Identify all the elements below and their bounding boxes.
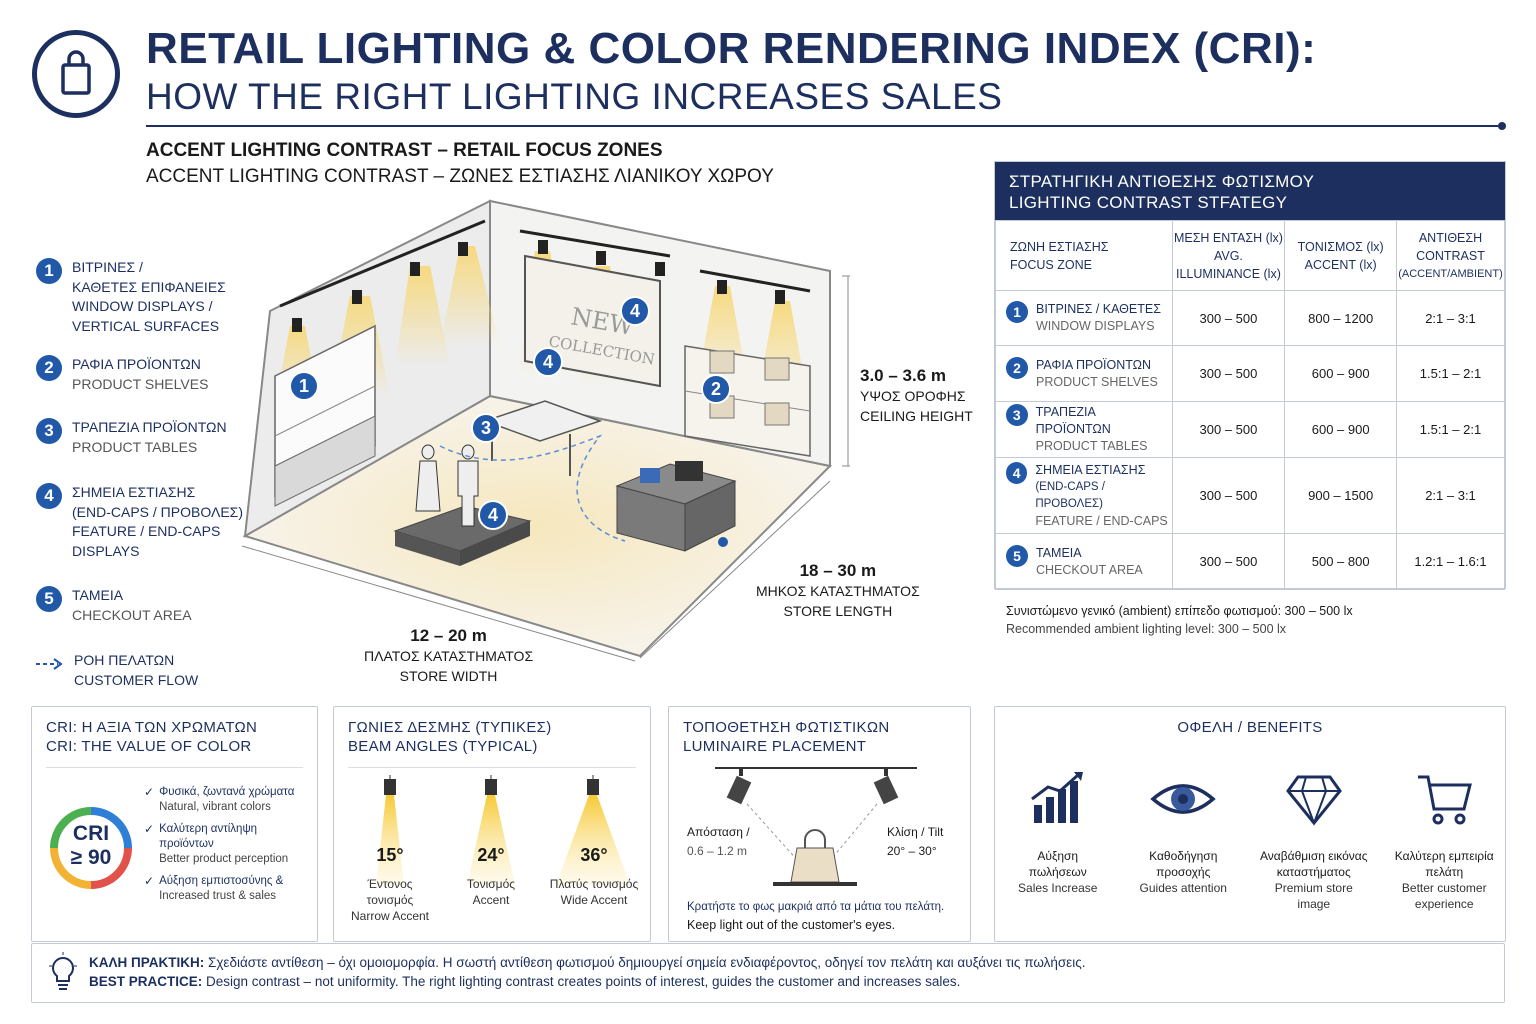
store-marker-2: 2 — [711, 379, 721, 399]
legend-item-3: 3 ΤΡΑΠΕΖΙΑ ΠΡΟΪΟΝΤΩΝ PRODUCT TABLES — [36, 418, 227, 457]
legend-item-2: 2 ΡΑΦΙΑ ΠΡΟΪΟΝΤΩΝ PRODUCT SHELVES — [36, 355, 208, 394]
cri-ring — [50, 807, 132, 889]
cri-badge-value: ≥ 90 — [70, 846, 112, 869]
beam-narrow: 15° Έντονος τονισμός Narrow Accent — [350, 845, 430, 923]
marker-1: 1 — [36, 258, 62, 284]
length-dimension: 18 – 30 m ΜΗΚΟΣ ΚΑΤΑΣΤΗΜΑΤΟΣ STORE LENGTH — [756, 561, 920, 619]
best-practice-banner — [31, 943, 1505, 1003]
shopping-cart-icon — [1418, 775, 1473, 825]
marker-5: 5 — [36, 586, 62, 612]
header-divider — [146, 125, 1504, 127]
growth-chart-icon — [1030, 772, 1083, 823]
header-divider-dot — [1498, 122, 1506, 130]
diamond-icon — [1285, 775, 1342, 826]
table-row: 4 ΣΗΜΕΙΑ ΕΣΤΙΑΣΗΣ (END-CAPS / ΠΡΟΒΟΛΕΣ) FEA… — [995, 457, 1506, 534]
store-illustration: NEW COLLECTION 1 2 3 4 4 4 — [241, 199, 850, 662]
cri-benefit: ✓ Φυσικά, ζωντανά χρώματα Natural, vibrant… — [144, 785, 295, 813]
eye-icon — [1150, 784, 1216, 814]
table-row: 1 ΒΙΤΡΙΝΕΣ / ΚΑΘΕΤΕΣ WINDOW DISPLAYS 300 –… — [995, 290, 1506, 346]
cri-benefit: ✓ Αύξηση εμπιστοσύνης & Increased trust & … — [144, 874, 284, 902]
lightbulb-icon — [49, 952, 77, 990]
legend-item-4: 4 ΣΗΜΕΙΑ ΕΣΤΙΑΣΗΣ (END-CAPS / ΠΡΟΒΟΛΕΣ) FE… — [36, 483, 243, 561]
table-row: 2 ΡΑΦΙΑ ΠΡΟΪΟΝΤΩΝ PRODUCT SHELVES 300 – 50… — [995, 345, 1506, 402]
legend-item-5: 5 ΤΑΜΕΙΑ CHECKOUT AREA — [36, 586, 192, 625]
store-marker-4b: 4 — [543, 352, 553, 372]
strategy-table: ΖΩΝΗ ΕΣΤΙΑΣΗΣ FOCUS ZONE ΜΕΣΗ ΕΝΤΑΣΗ (lx)… — [995, 220, 1506, 590]
table-column-headers: ΖΩΝΗ ΕΣΤΙΑΣΗΣ FOCUS ZONE ΜΕΣΗ ΕΝΤΑΣΗ (lx)… — [995, 220, 1506, 291]
table-row: 5 ΤΑΜΕΙΑ CHECKOUT AREA 300 – 500 500 – 800 1… — [995, 533, 1506, 590]
ceiling-dimension: 3.0 – 3.6 m ΥΨΟΣ ΟΡΟΦΗΣ CEILING HEIGHT — [860, 366, 973, 424]
luminaire-placement-card: ΤΟΠΟΘΕΤΗΣΗ ΦΩΤΙΣΤΙΚΩΝ LUMINAIRE PLACEMENT… — [668, 706, 971, 942]
page-subtitle: HOW THE RIGHT LIGHTING INCREASES SALES — [146, 76, 1003, 117]
section-title-gr: ACCENT LIGHTING CONTRAST – ΖΩΝΕΣ ΕΣΤΙΑΣΗ… — [146, 166, 774, 187]
marker-3: 3 — [36, 418, 62, 444]
benefit-sales: Αύξηση πωλήσεων Sales Increase — [998, 769, 1118, 912]
benefit-premium: Αναβάθμιση εικόνας καταστήματος Premium st… — [1249, 769, 1379, 912]
table-row: 3 ΤΡΑΠΕΖΙΑ ΠΡΟΪΟΝΤΩΝ PRODUCT TABLES 300 – … — [995, 401, 1506, 458]
page-title: RETAIL LIGHTING & COLOR RENDERING INDEX … — [146, 24, 1317, 73]
legend-item-flow: ΡΟΗ ΠΕΛΑΤΩΝ CUSTOMER FLOW — [36, 651, 198, 690]
benefit-experience: Καλύτερη εμπειρία πελάτη Better customer ex… — [1384, 769, 1504, 912]
shopping-bag-icon — [61, 50, 91, 95]
distance-label: Απόσταση /0.6 – 1.2 m — [687, 825, 750, 858]
placement-note-gr: Κρατήστε το φως μακριά από τα μάτια του … — [687, 901, 945, 913]
beam-diagrams — [376, 775, 630, 885]
best-practice-gr: ΚΑΛΗ ΠΡΑΚΤΙΚΗ: Σχεδιάστε αντίθεση – όχι … — [89, 955, 1086, 970]
ambient-note-en: Recommended ambient lighting level: 300 … — [1006, 622, 1287, 636]
placement-diagram — [715, 767, 917, 886]
marker-2: 2 — [36, 355, 62, 381]
store-marker-3: 3 — [481, 418, 491, 438]
store-marker-4a: 4 — [630, 301, 640, 321]
ambient-note-gr: Συνιστώμενο γενικό (ambient) επίπεδο φωτ… — [1006, 604, 1353, 618]
benefits-title: ΟΦΕΛΗ / BENEFITS — [1177, 719, 1323, 736]
logo — [32, 30, 120, 118]
store-marker-4c: 4 — [488, 505, 498, 525]
best-practice-en: BEST PRACTICE: Design contrast – not uni… — [89, 974, 961, 989]
benefits-card: ΟΦΕΛΗ / BENEFITS Αύξηση πωλήσεων Sales Inc… — [994, 706, 1506, 942]
placement-note-en: Keep light out of the customer's eyes. — [687, 918, 896, 932]
benefit-attention: Καθοδήγηση προσοχής Guides attention — [1123, 769, 1243, 912]
legend-item-1: 1 ΒΙΤΡΙΝΕΣ / ΚΑΘΕΤΕΣ ΕΠΙΦΑΝΕΙΕΣ WINDOW DIS… — [36, 258, 226, 336]
lighting-strategy-table: ΣΤΡΑΤΗΓΙΚΗ ΑΝΤΙΘΕΣΗΣ ΦΩΤΙΣΜΟΥ LIGHTING C… — [994, 161, 1506, 590]
flow-arrow-icon — [36, 658, 63, 670]
beam-medium: 24° Τονισμός Accent — [466, 845, 516, 907]
cri-badge-label: CRI — [72, 822, 110, 845]
width-dimension: 12 – 20 m ΠΛΑΤΟΣ ΚΑΤΑΣΤΗΜΑΤΟΣ STORE WIDTH — [364, 626, 534, 684]
section-title-en: ACCENT LIGHTING CONTRAST – RETAIL FOCUS … — [146, 140, 663, 161]
cri-card: CRI: Η ΑΞΙΑ ΤΩΝ ΧΡΩΜΑΤΩΝ CRI: THE VALUE O… — [31, 706, 318, 942]
store-marker-1: 1 — [299, 376, 309, 396]
tilt-label: Κλίση / Tilt 20° – 30° — [887, 825, 944, 858]
beam-angles-card: ΓΩΝΙΕΣ ΔΕΣΜΗΣ (ΤΥΠΙΚΕΣ) BEAM ANGLES (TYPI… — [333, 706, 651, 942]
table-header-bar: ΣΤΡΑΤΗΓΙΚΗ ΑΝΤΙΘΕΣΗΣ ΦΩΤΙΣΜΟΥ LIGHTING C… — [995, 162, 1505, 220]
beam-wide: 36° Πλατύς τονισμός Wide Accent — [549, 845, 639, 907]
marker-4: 4 — [36, 483, 62, 509]
cri-benefit: ✓ Καλύτερη αντίληψη προϊόντων Better produ… — [144, 822, 289, 865]
